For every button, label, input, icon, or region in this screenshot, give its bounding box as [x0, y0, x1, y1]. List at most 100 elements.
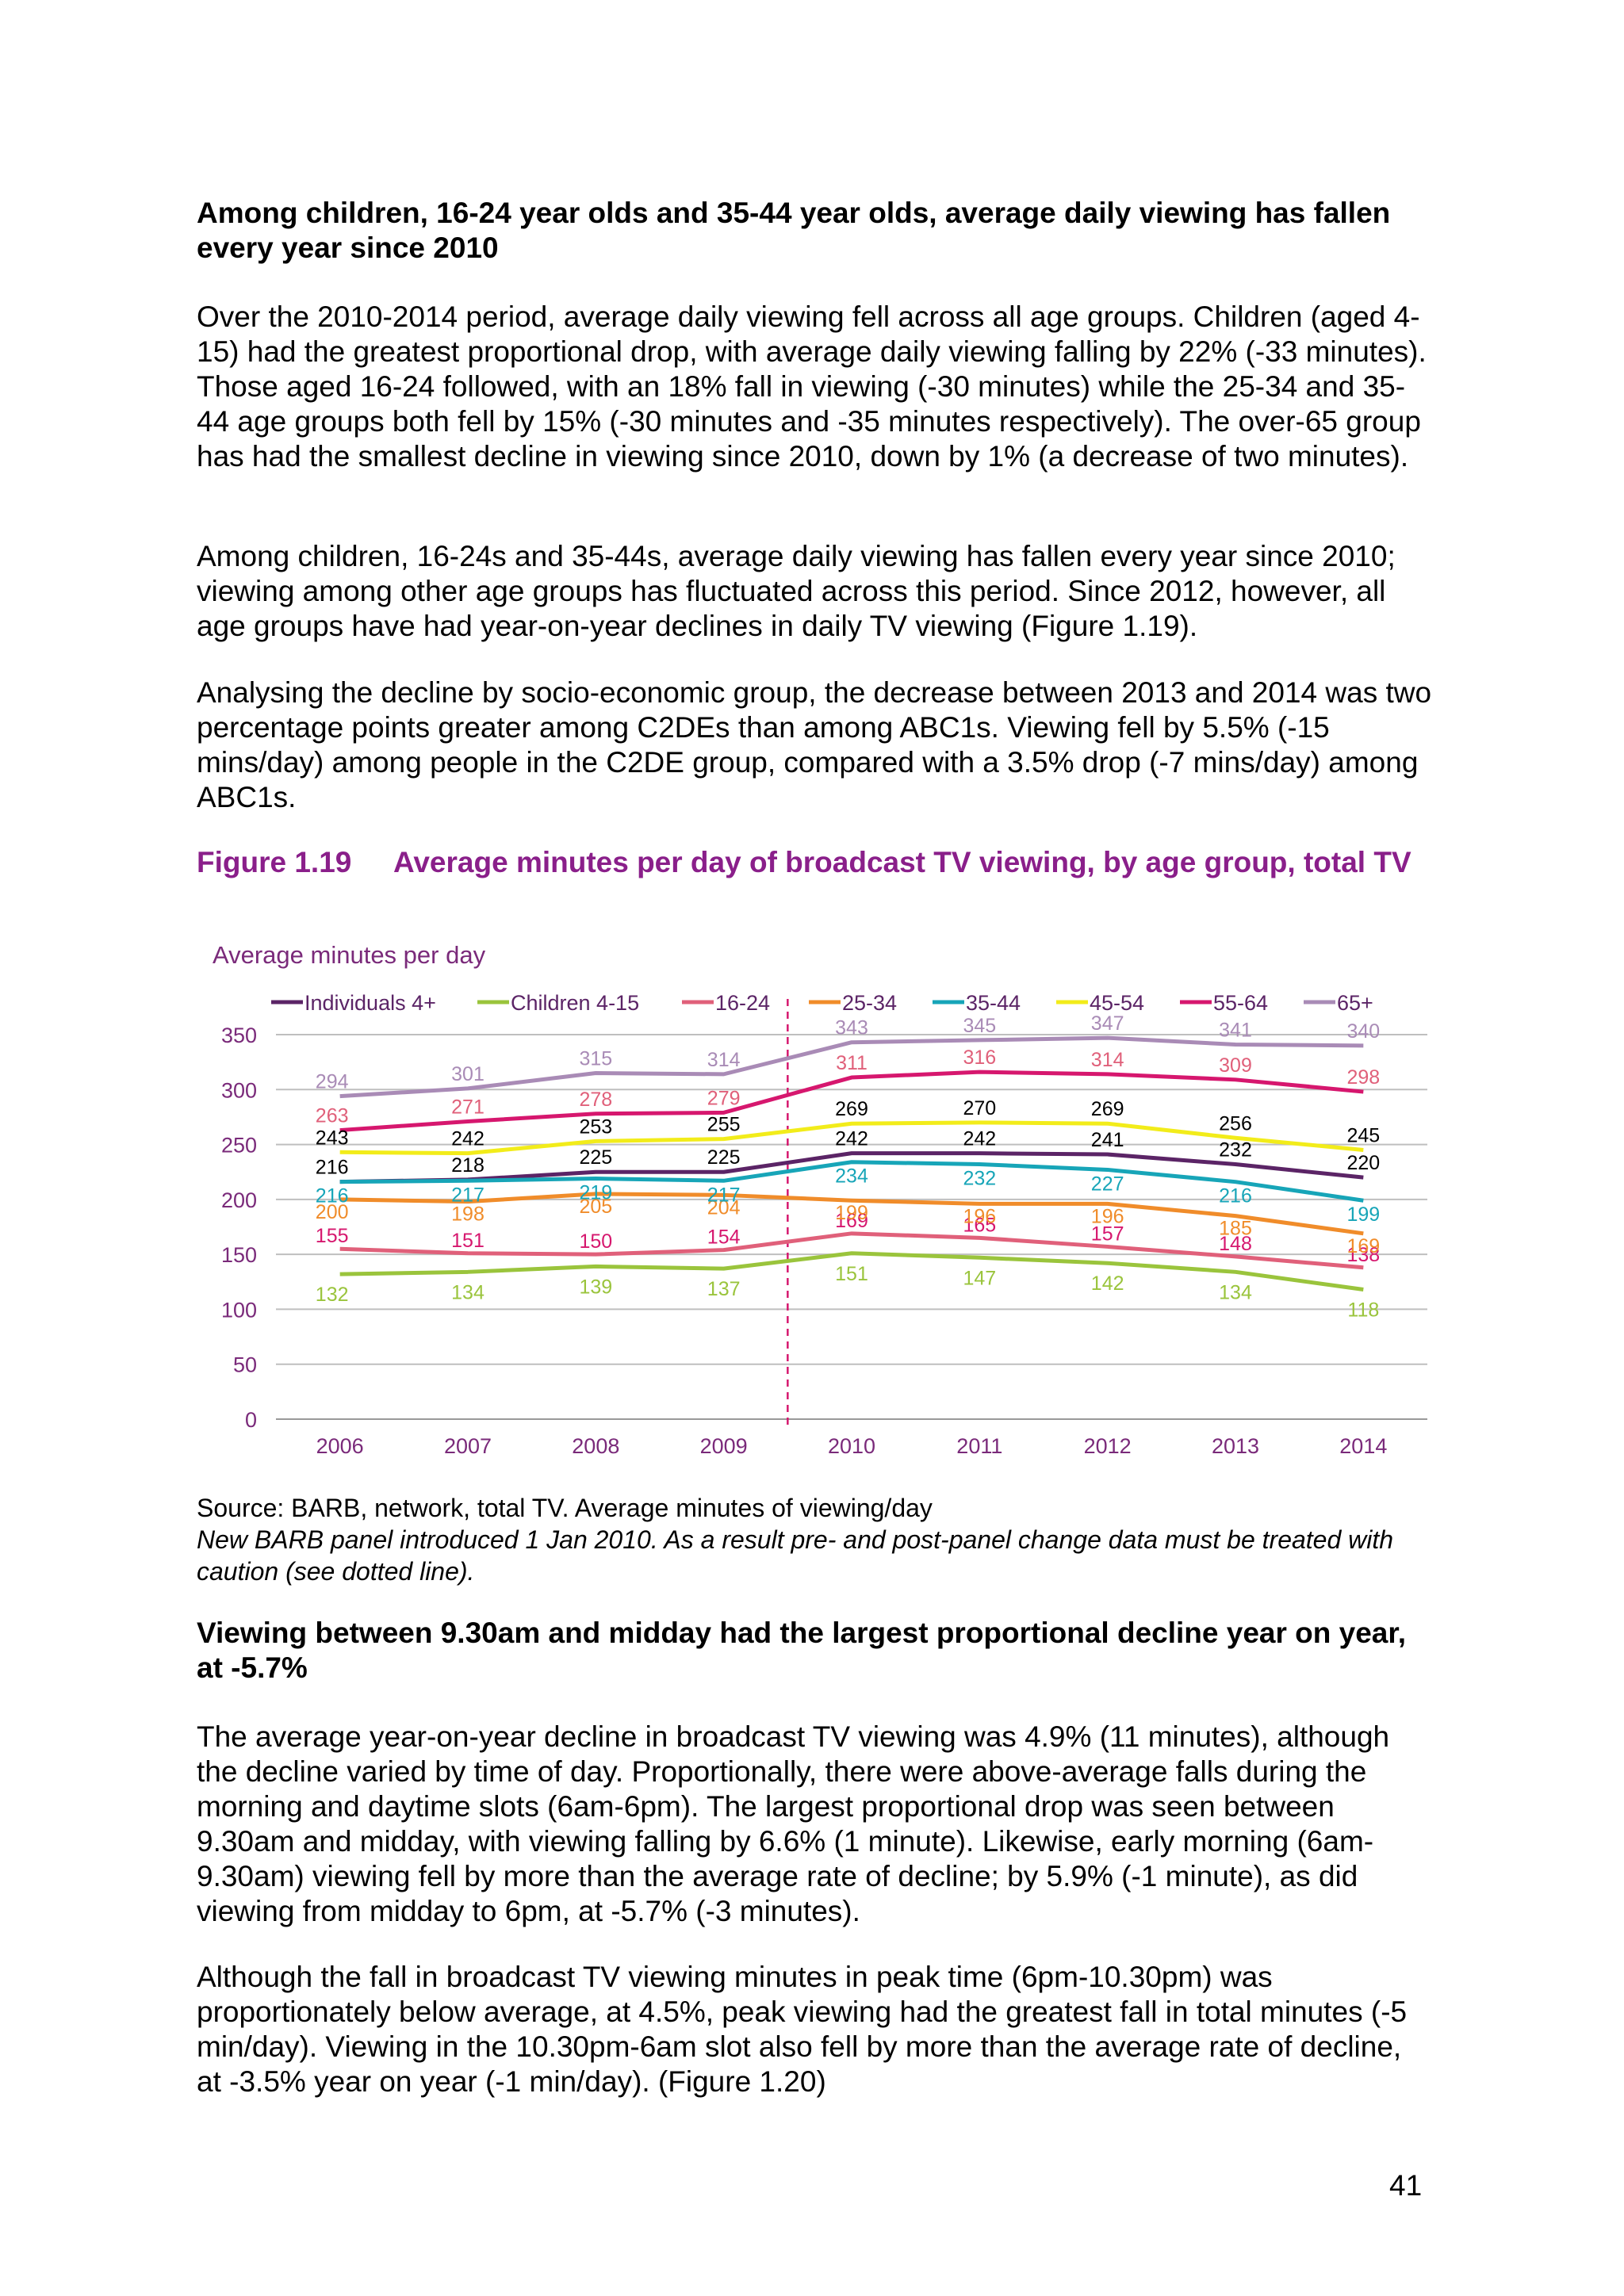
paragraph-3: Analysing the decline by socio-economic …: [197, 676, 1432, 813]
y-tick-150: 150: [221, 1243, 257, 1267]
y-tick-50: 50: [233, 1353, 257, 1377]
series-line-children-4-15: [339, 1251, 1364, 1292]
data-label: 242: [963, 1128, 996, 1150]
data-label: 139: [579, 1276, 612, 1298]
line-chart: Average minutes per day Individuals 4+ Ch…: [213, 941, 1427, 1458]
data-label: 216: [1219, 1185, 1252, 1207]
section-heading-1: Among children, 16-24 year olds and 35-4…: [197, 197, 1391, 264]
y-tick-250: 250: [221, 1134, 257, 1158]
legend-label: 45-54: [1090, 991, 1144, 1015]
legend-label: 55-64: [1213, 991, 1268, 1015]
series-line-35-44: [339, 1160, 1364, 1203]
data-label: 198: [451, 1203, 485, 1226]
data-label: 148: [1219, 1233, 1252, 1255]
legend-item-25-34: 25-34: [809, 991, 897, 1015]
data-label: 298: [1346, 1066, 1380, 1089]
x-tick-2006: 2006: [316, 1434, 364, 1458]
data-label: 225: [707, 1146, 741, 1169]
data-label: 232: [963, 1168, 996, 1190]
paragraph-5: Although the fall in broadcast TV viewin…: [197, 1961, 1408, 2098]
series-line-25-34: [339, 1192, 1364, 1236]
page-number: 41: [1389, 2169, 1423, 2202]
data-label: 345: [963, 1015, 996, 1037]
x-tick-2007: 2007: [444, 1434, 492, 1458]
legend-label: Children 4-15: [511, 991, 639, 1015]
data-label: 343: [835, 1017, 868, 1039]
data-label: 217: [451, 1184, 485, 1206]
x-tick-2014: 2014: [1339, 1434, 1387, 1458]
data-label: 147: [963, 1267, 996, 1289]
data-label: 134: [451, 1281, 485, 1303]
data-label: 241: [1091, 1129, 1124, 1151]
data-label: 279: [707, 1087, 741, 1109]
legend-item-children-4-15: Children 4-15: [477, 991, 639, 1015]
x-tick-2009: 2009: [700, 1434, 748, 1458]
data-label: 220: [1346, 1152, 1380, 1174]
legend-item-65-: 65+: [1304, 991, 1373, 1015]
data-label: 242: [451, 1128, 485, 1150]
data-label: 341: [1219, 1019, 1252, 1041]
data-label: 217: [707, 1184, 741, 1206]
series-line-55-64: [339, 1070, 1364, 1133]
legend-item-35-44: 35-44: [933, 991, 1021, 1015]
paragraph-4: The average year-on-year decline in broa…: [197, 1720, 1390, 1927]
data-label: 216: [316, 1185, 349, 1207]
data-label: 340: [1346, 1020, 1380, 1043]
data-label: 200: [316, 1201, 349, 1223]
data-label: 169: [835, 1210, 868, 1232]
series-line-45-54: [339, 1120, 1364, 1156]
data-label: 196: [963, 1205, 996, 1227]
data-label: 227: [1091, 1173, 1124, 1195]
data-label: 243: [316, 1127, 349, 1149]
data-label: 301: [451, 1063, 485, 1085]
chart-source: Source: BARB, network, total TV. Average…: [197, 1492, 1427, 1587]
series-line-individuals-4-: [339, 1151, 1364, 1184]
data-label: 234: [835, 1165, 868, 1188]
data-label: 205: [579, 1196, 612, 1218]
series-line-65-: [339, 1035, 1364, 1099]
data-label: 199: [1346, 1203, 1380, 1226]
data-label: 138: [1346, 1244, 1380, 1266]
data-labels: 216 218 225 225 242 242 241 232 220 132 134 139 137 1…: [316, 1012, 1380, 1321]
data-label: 151: [451, 1230, 485, 1252]
data-label: 216: [316, 1157, 349, 1179]
legend-item-16-24: 16-24: [682, 991, 770, 1015]
legend-item-45-54: 45-54: [1056, 991, 1144, 1015]
legend-item-55-64: 55-64: [1180, 991, 1268, 1015]
chart-legend: Individuals 4+ Children 4-15 16-24 25-34 35-…: [271, 991, 1373, 1015]
data-label: 142: [1091, 1272, 1124, 1295]
data-label: 269: [1091, 1098, 1124, 1120]
x-tick-2012: 2012: [1084, 1434, 1132, 1458]
legend-label: 35-44: [966, 991, 1021, 1015]
data-label: 199: [835, 1202, 868, 1224]
data-label: 218: [451, 1154, 485, 1177]
data-label: 271: [451, 1096, 485, 1118]
figure-title: Figure 1.19 Average minutes per day of br…: [197, 845, 1434, 880]
data-label: 155: [316, 1225, 349, 1247]
data-label: 315: [579, 1048, 612, 1070]
data-label: 118: [1347, 1299, 1379, 1321]
data-label: 232: [1219, 1139, 1252, 1161]
figure-caption: Average minutes per day of broadcast TV …: [393, 846, 1411, 878]
legend-label: 65+: [1337, 991, 1373, 1015]
data-label: 151: [835, 1263, 868, 1285]
data-label: 154: [707, 1226, 741, 1249]
figure-number: Figure 1.19: [197, 846, 352, 878]
y-tick-300: 300: [221, 1078, 257, 1102]
data-label: 219: [579, 1182, 612, 1204]
data-label: 204: [707, 1196, 741, 1219]
data-label: 270: [963, 1097, 996, 1119]
data-label: 185: [1219, 1218, 1252, 1240]
data-label: 278: [579, 1089, 612, 1111]
y-tick-200: 200: [221, 1188, 257, 1212]
data-label: 316: [963, 1047, 996, 1069]
data-label: 134: [1219, 1281, 1252, 1303]
legend-label: 16-24: [715, 991, 770, 1015]
chart-series: [339, 1035, 1364, 1292]
data-label: 245: [1346, 1125, 1380, 1147]
data-label: 137: [707, 1278, 741, 1300]
data-label: 269: [835, 1098, 868, 1120]
legend-label: 25-34: [842, 991, 897, 1015]
data-label: 255: [707, 1114, 741, 1136]
data-label: 256: [1219, 1112, 1252, 1135]
